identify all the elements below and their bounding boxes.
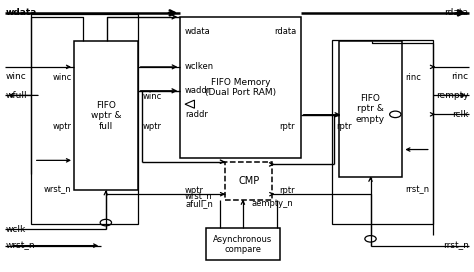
Text: rptr: rptr (280, 186, 295, 195)
Text: winc: winc (52, 73, 72, 82)
Text: rempty: rempty (436, 91, 469, 100)
Polygon shape (185, 100, 194, 108)
Bar (180, 17, 301, 158)
Bar (74, 41, 138, 190)
Bar (338, 41, 402, 177)
Text: Asynchronous
compare: Asynchronous compare (213, 234, 273, 254)
Text: wptr: wptr (53, 122, 72, 131)
Text: rptr: rptr (280, 122, 295, 131)
Text: wdata: wdata (185, 27, 211, 36)
Text: CMP: CMP (238, 176, 259, 186)
Text: wptr: wptr (143, 122, 162, 131)
Text: wfull: wfull (5, 91, 27, 100)
Text: rptr: rptr (336, 122, 352, 131)
Text: rinc: rinc (451, 72, 469, 81)
Text: winc: winc (5, 72, 26, 81)
Text: waddr: waddr (185, 86, 211, 95)
Text: raddr: raddr (185, 110, 208, 119)
Text: FIFO Memory
(Dual Port RAM): FIFO Memory (Dual Port RAM) (205, 78, 276, 97)
Text: rdata: rdata (445, 8, 469, 17)
Text: wrst_n: wrst_n (185, 192, 213, 201)
Text: winc: winc (143, 92, 162, 101)
Text: rrst_n: rrst_n (405, 186, 429, 195)
Text: rrst_n: rrst_n (443, 241, 469, 250)
Text: FIFO
wptr &
full: FIFO wptr & full (91, 101, 121, 131)
Bar (331, 40, 433, 224)
Text: wclken: wclken (185, 62, 214, 71)
Text: aempty_n: aempty_n (251, 199, 293, 208)
Text: FIFO
rptr &
empty: FIFO rptr & empty (356, 94, 385, 124)
Text: wdata: wdata (5, 8, 37, 17)
Text: rclk: rclk (452, 110, 469, 119)
Bar (31, 14, 138, 224)
Text: afull_n: afull_n (185, 199, 213, 208)
Bar (225, 162, 273, 200)
Text: wrst_n: wrst_n (5, 241, 35, 250)
Text: wptr: wptr (185, 186, 204, 195)
Text: rdata: rdata (274, 27, 296, 36)
Bar (206, 228, 280, 261)
Text: wrst_n: wrst_n (44, 186, 72, 195)
Text: wclk: wclk (5, 225, 26, 234)
Text: rinc: rinc (405, 73, 420, 82)
